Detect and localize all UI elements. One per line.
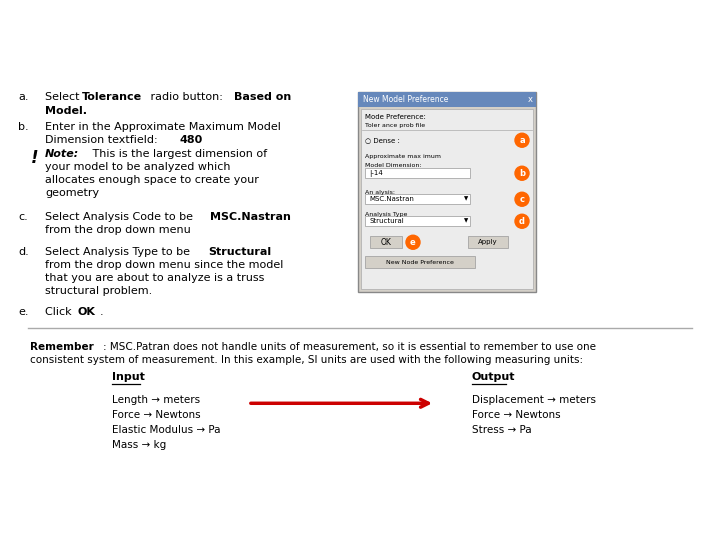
Text: e: e bbox=[410, 238, 416, 247]
Circle shape bbox=[515, 133, 529, 147]
FancyBboxPatch shape bbox=[370, 237, 402, 248]
Text: OK: OK bbox=[78, 307, 96, 318]
FancyBboxPatch shape bbox=[365, 216, 470, 226]
Text: Model Dimension:: Model Dimension: bbox=[365, 163, 421, 168]
Circle shape bbox=[515, 166, 529, 180]
Text: radio button:: radio button: bbox=[147, 92, 226, 102]
Text: b.: b. bbox=[18, 122, 29, 132]
Text: Click: Click bbox=[45, 307, 75, 318]
Text: Output: Output bbox=[472, 372, 516, 382]
Text: Select: Select bbox=[45, 92, 83, 102]
Text: MSC×Software: MSC×Software bbox=[616, 520, 698, 530]
Text: e.: e. bbox=[18, 307, 29, 318]
Text: Length → meters: Length → meters bbox=[112, 395, 200, 406]
Text: c.: c. bbox=[18, 212, 28, 222]
Circle shape bbox=[515, 192, 529, 206]
FancyBboxPatch shape bbox=[365, 168, 470, 178]
Text: ▼: ▼ bbox=[464, 219, 468, 224]
Text: from the drop down menu since the model: from the drop down menu since the model bbox=[45, 260, 284, 270]
Circle shape bbox=[406, 235, 420, 249]
Text: Elastic Modulus → Pa: Elastic Modulus → Pa bbox=[112, 426, 220, 435]
Text: Model.: Model. bbox=[45, 106, 87, 116]
Text: This is the largest dimension of: This is the largest dimension of bbox=[89, 149, 267, 159]
Text: Analysis Type: Analysis Type bbox=[365, 212, 408, 217]
Text: : MSC.Patran does not handle units of measurement, so it is essential to remembe: : MSC.Patran does not handle units of me… bbox=[103, 342, 596, 352]
Text: Dimension textfield:: Dimension textfield: bbox=[45, 135, 161, 145]
Text: Remember: Remember bbox=[30, 342, 94, 352]
Text: Input: Input bbox=[112, 372, 145, 382]
FancyBboxPatch shape bbox=[468, 237, 508, 248]
Text: Based on: Based on bbox=[234, 92, 292, 102]
Text: Apply: Apply bbox=[478, 239, 498, 245]
Text: Mode Preference:: Mode Preference: bbox=[365, 114, 426, 120]
Text: Force → Newtons: Force → Newtons bbox=[112, 410, 201, 420]
Text: Structural: Structural bbox=[369, 218, 404, 224]
Text: Tolerance: Tolerance bbox=[82, 92, 142, 102]
Text: Select Analysis Type to be: Select Analysis Type to be bbox=[45, 247, 194, 257]
Text: OK: OK bbox=[381, 238, 392, 247]
Text: Structural: Structural bbox=[208, 247, 271, 257]
Text: from the drop down menu: from the drop down menu bbox=[45, 225, 191, 235]
Text: consistent system of measurement. In this example, SI units are used with the fo: consistent system of measurement. In thi… bbox=[30, 355, 583, 365]
Text: |-14: |-14 bbox=[369, 170, 383, 177]
Text: MSC.Nastran: MSC.Nastran bbox=[210, 212, 291, 222]
Circle shape bbox=[515, 214, 529, 228]
Text: allocates enough space to create your: allocates enough space to create your bbox=[45, 176, 259, 185]
Text: Force → Newtons: Force → Newtons bbox=[472, 410, 561, 420]
FancyBboxPatch shape bbox=[365, 194, 470, 204]
Text: that you are about to analyze is a truss: that you are about to analyze is a truss bbox=[45, 273, 264, 284]
Text: ▼: ▼ bbox=[464, 197, 468, 202]
Text: your model to be analyzed which: your model to be analyzed which bbox=[45, 162, 230, 172]
Text: Note:: Note: bbox=[45, 149, 79, 159]
FancyArrowPatch shape bbox=[251, 400, 428, 407]
Text: An alysis:: An alysis: bbox=[365, 190, 395, 195]
Text: !: ! bbox=[31, 149, 39, 167]
Text: c: c bbox=[520, 195, 524, 204]
Text: .: . bbox=[100, 307, 104, 318]
Text: d.: d. bbox=[18, 247, 29, 257]
Text: d: d bbox=[519, 217, 525, 226]
Text: REALITY™: REALITY™ bbox=[61, 520, 116, 530]
Text: Approximate max imum: Approximate max imum bbox=[365, 154, 441, 159]
Text: simulating: simulating bbox=[14, 520, 69, 530]
Text: geometry: geometry bbox=[45, 188, 99, 198]
Text: Mass → kg: Mass → kg bbox=[112, 440, 166, 450]
Text: Toler ance prob file: Toler ance prob file bbox=[365, 123, 425, 128]
FancyBboxPatch shape bbox=[361, 109, 533, 289]
FancyBboxPatch shape bbox=[358, 92, 536, 107]
Text: Displacement → meters: Displacement → meters bbox=[472, 395, 596, 406]
Text: ○ Dense :: ○ Dense : bbox=[365, 137, 400, 143]
FancyBboxPatch shape bbox=[365, 256, 475, 268]
FancyBboxPatch shape bbox=[358, 92, 536, 292]
Text: a.: a. bbox=[18, 92, 29, 102]
Text: New Node Preference: New Node Preference bbox=[386, 260, 454, 265]
Text: a: a bbox=[519, 136, 525, 145]
Text: Stress → Pa: Stress → Pa bbox=[472, 426, 531, 435]
Text: Database Settings for the Model: Database Settings for the Model bbox=[11, 15, 419, 35]
Text: 8: 8 bbox=[623, 520, 630, 530]
Text: MSC.Nastran: MSC.Nastran bbox=[369, 196, 414, 202]
Text: Enter in the Approximate Maximum Model: Enter in the Approximate Maximum Model bbox=[45, 122, 281, 132]
Text: structural problem.: structural problem. bbox=[45, 286, 152, 296]
Text: 480: 480 bbox=[180, 135, 203, 145]
Text: New Model Preference: New Model Preference bbox=[363, 95, 449, 104]
Text: b: b bbox=[519, 168, 525, 178]
Text: x: x bbox=[528, 95, 533, 104]
Text: Select Analysis Code to be: Select Analysis Code to be bbox=[45, 212, 197, 222]
